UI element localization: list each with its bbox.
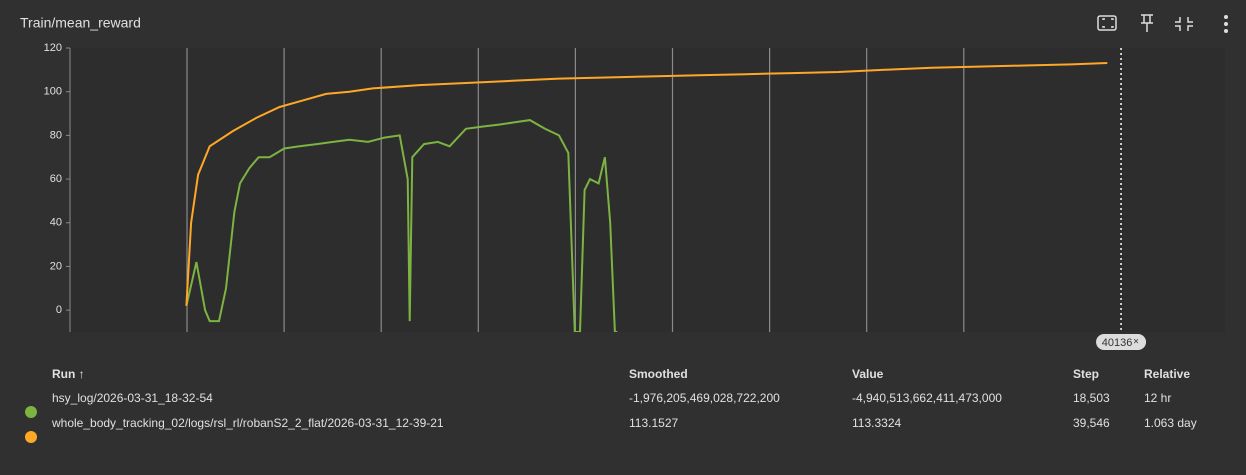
column-header: Smoothed <box>629 367 688 381</box>
table-cell: 18,503 <box>1073 391 1110 405</box>
run-color-dot <box>25 406 37 418</box>
column-header: Step <box>1073 367 1099 381</box>
card-title: Train/mean_reward <box>20 15 141 31</box>
table-cell: 1.063 day <box>1144 416 1197 430</box>
y-tick-label: 0 <box>56 304 62 316</box>
pin-button[interactable] <box>1141 14 1153 32</box>
table-cell: 113.3324 <box>852 416 901 430</box>
y-tick-label: 120 <box>44 42 62 54</box>
series-line <box>185 119 618 332</box>
hover-step-label: 40136 <box>1102 337 1133 349</box>
y-tick-label: 100 <box>44 86 62 98</box>
table-cell: 12 hr <box>1144 391 1171 405</box>
y-tick-label: 40 <box>50 217 62 229</box>
menu-button[interactable] <box>1224 15 1228 33</box>
run-color-dot <box>25 431 37 443</box>
series-line <box>185 62 1108 306</box>
table-cell: -1,976,205,469,028,722,200 <box>629 391 780 405</box>
plot: 0 20 40 60 80 100 120 40136 × <box>44 42 1225 350</box>
fullscreen-button[interactable] <box>1097 15 1117 31</box>
collapse-button[interactable] <box>1175 17 1193 31</box>
column-header: Relative <box>1144 367 1190 381</box>
column-header[interactable]: Run ↑ <box>52 367 85 381</box>
hover-close[interactable]: × <box>1133 337 1139 348</box>
y-tick-label: 20 <box>50 260 62 272</box>
table-cell: 39,546 <box>1073 416 1110 430</box>
table-cell: whole_body_tracking_02/logs/rsl_rl/roban… <box>51 416 444 430</box>
hover-pill <box>1096 334 1147 350</box>
table-cell: hsy_log/2026-03-31_18-32-54 <box>52 391 213 405</box>
table-cell: 113.1527 <box>629 416 678 430</box>
table: Run ↑ Smoothed Value Step Relative hsy_log/20… <box>25 367 1197 443</box>
plot-area <box>70 48 1225 332</box>
y-tick-label: 80 <box>50 129 62 141</box>
toolbar <box>1097 14 1228 33</box>
column-header: Value <box>852 367 884 381</box>
y-tick-label: 60 <box>50 173 62 185</box>
table-cell: -4,940,513,662,411,473,000 <box>852 391 1002 405</box>
